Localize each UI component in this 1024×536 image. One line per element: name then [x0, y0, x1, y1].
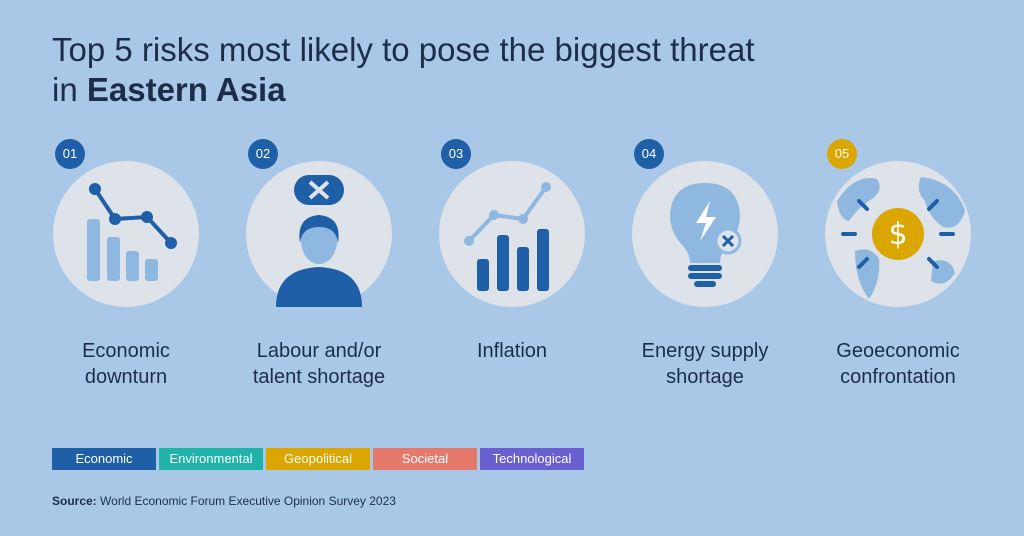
- source-label: Source:: [52, 494, 97, 508]
- icon-circle: [246, 161, 392, 307]
- title-emphasis: Eastern Asia: [86, 71, 286, 108]
- source: Source: World Economic Forum Executive O…: [52, 494, 396, 508]
- title-line: Top 5 risks most likely to pose the bigg…: [52, 31, 755, 68]
- risk-label: Energy supply shortage: [641, 340, 769, 388]
- risk-number: 02: [248, 139, 278, 169]
- icon-circle: $: [825, 161, 971, 307]
- title-line: in Eastern Asia: [52, 70, 286, 110]
- svg-text:$: $: [888, 217, 907, 252]
- source-text: World Economic Forum Executive Opinion S…: [100, 494, 396, 508]
- labour-icon: [276, 175, 362, 307]
- legend-item: Geopolitical: [266, 448, 370, 470]
- energy-icon: [670, 183, 742, 287]
- risk-label: Labour and/or talent shortage: [252, 340, 386, 388]
- risk-number: 03: [441, 139, 471, 169]
- risk-label: Geoeconomic confrontation: [836, 340, 960, 388]
- icon-circle: [53, 161, 199, 307]
- title-prefix: in: [52, 71, 78, 108]
- risk-label: Inflation: [476, 340, 548, 362]
- risk-number: 01: [55, 139, 85, 169]
- risk-number: 05: [827, 139, 857, 169]
- risk-number: 04: [634, 139, 664, 169]
- legend-item: Societal: [373, 448, 477, 470]
- icon-circle: [439, 161, 585, 307]
- icon-circle: [632, 161, 778, 307]
- downturn-icon: [87, 183, 177, 281]
- legend-item: Economic: [52, 448, 156, 470]
- risk-label: Economic downturn: [82, 340, 170, 388]
- inflation-icon: [464, 182, 551, 291]
- geoeconomic-icon: $: [837, 177, 965, 299]
- legend-item: Environmental: [159, 448, 263, 470]
- legend-item: Technological: [480, 448, 584, 470]
